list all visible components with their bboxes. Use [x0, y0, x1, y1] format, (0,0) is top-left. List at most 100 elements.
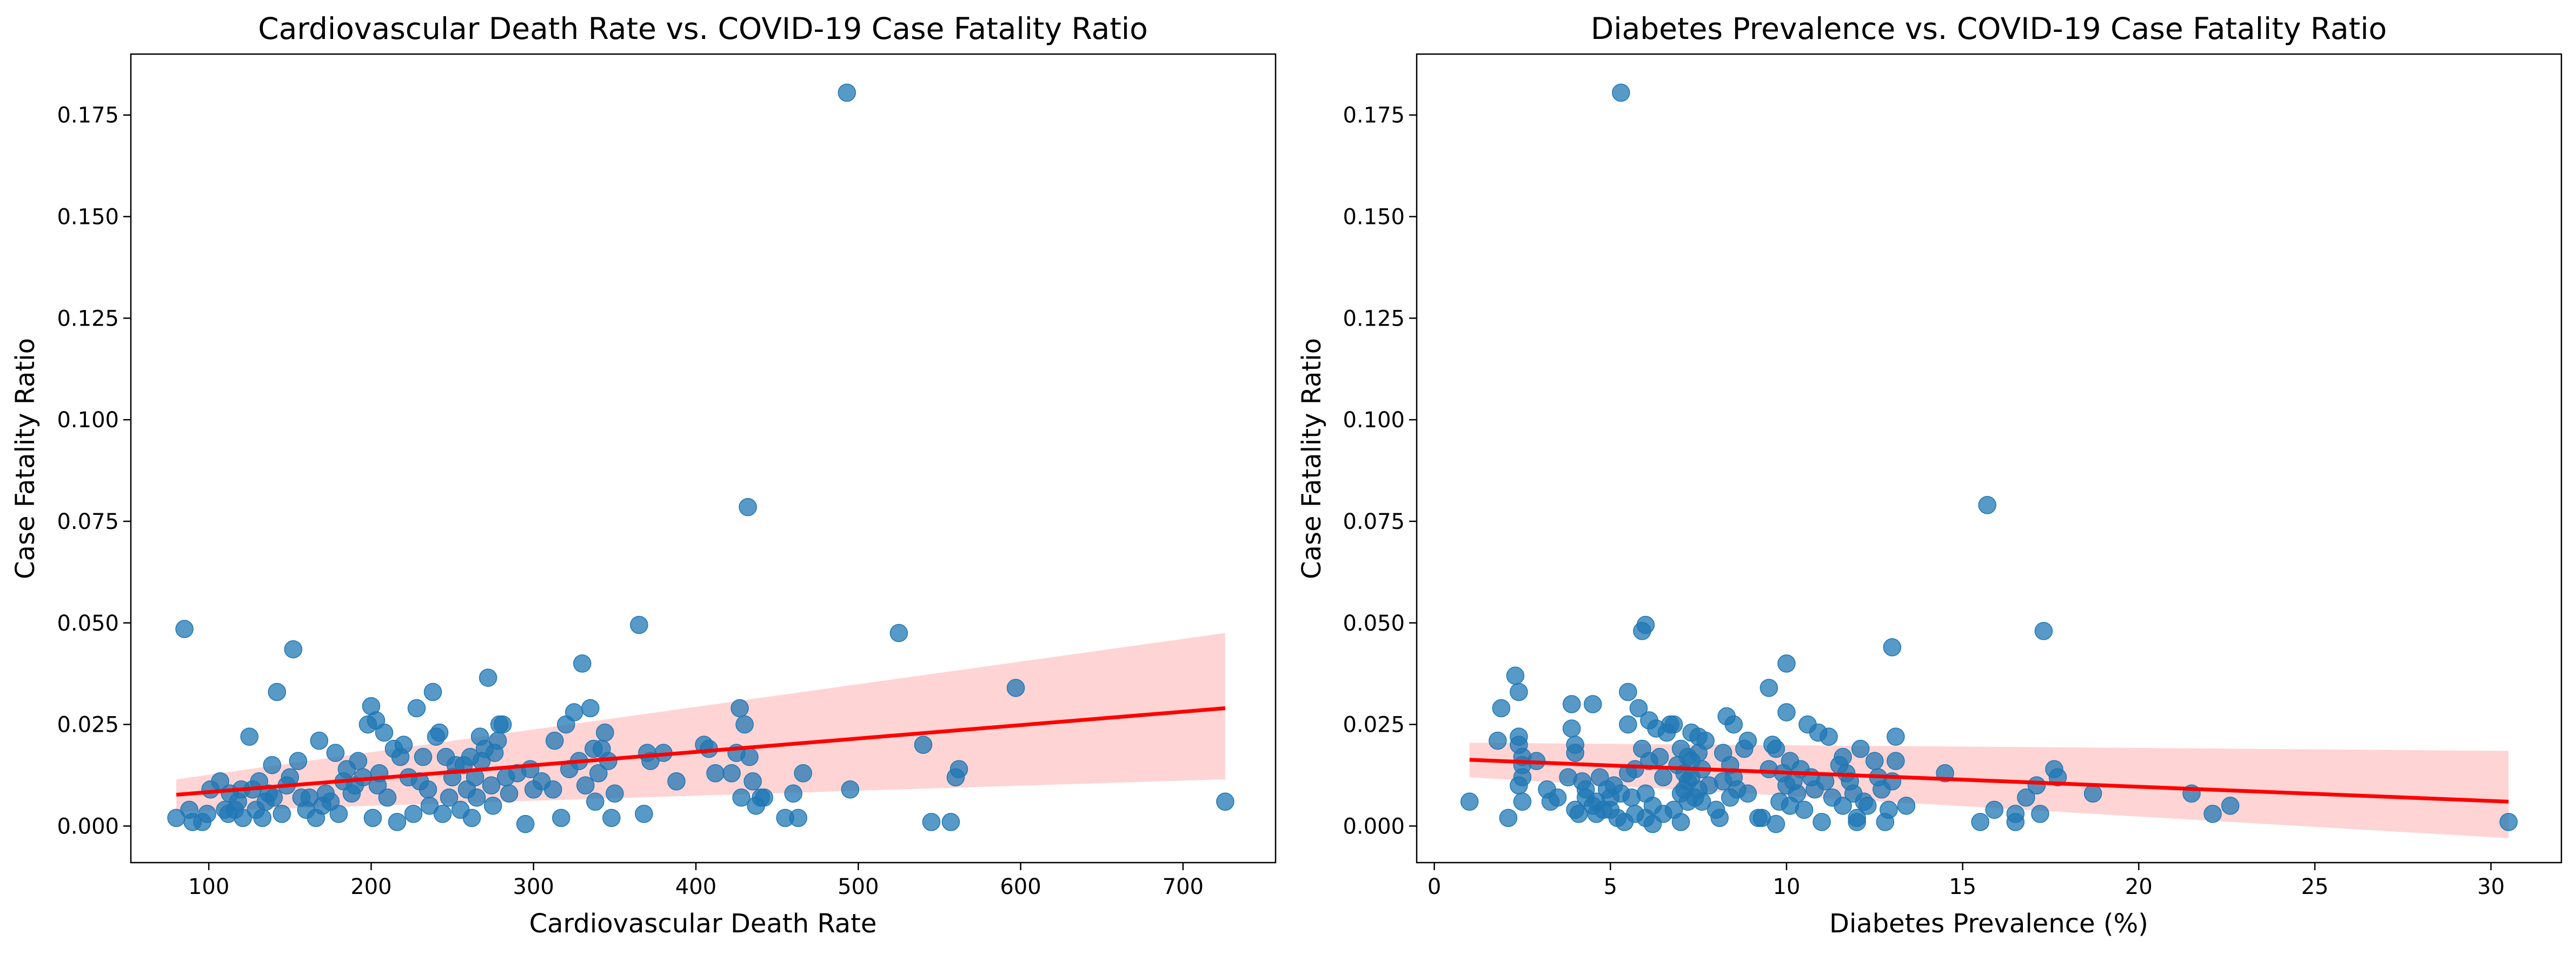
regression-line — [176, 706, 1226, 797]
data-point — [433, 805, 452, 823]
data-point — [606, 784, 624, 803]
data-point — [596, 723, 614, 742]
x-tick-label: 500 — [838, 875, 879, 899]
data-point — [1834, 797, 1852, 815]
data-point — [1548, 789, 1567, 807]
x-tick-label: 30 — [2477, 875, 2505, 899]
data-point — [394, 736, 413, 754]
data-point — [1506, 666, 1525, 685]
data-point — [1692, 792, 1711, 811]
data-point — [1777, 654, 1796, 673]
x-tick-label: 100 — [188, 875, 229, 899]
y-tick-label: 0.100 — [57, 408, 119, 433]
data-point — [1499, 809, 1518, 827]
x-tick-label: 400 — [675, 875, 716, 899]
data-point — [414, 747, 433, 766]
data-point — [581, 699, 600, 718]
data-point — [1971, 813, 1989, 831]
plot-frame — [130, 53, 1277, 864]
data-point — [1216, 792, 1234, 811]
data-point — [268, 683, 287, 701]
data-point — [430, 723, 449, 742]
data-point — [1848, 813, 1866, 831]
data-point — [889, 624, 908, 642]
x-tick-label: 20 — [2125, 875, 2153, 899]
y-axis-label: Case Fatality Ratio — [10, 338, 41, 579]
data-point — [407, 699, 426, 718]
data-point — [543, 780, 562, 799]
data-point — [667, 772, 686, 791]
data-point — [1492, 699, 1511, 718]
data-point — [2499, 813, 2518, 831]
data-point — [1619, 715, 1637, 734]
data-point — [841, 780, 860, 799]
data-point — [1510, 776, 1528, 795]
data-point — [735, 715, 754, 734]
data-point — [1738, 731, 1757, 750]
data-point — [2203, 805, 2222, 823]
data-point — [1820, 727, 1838, 746]
plot-area — [1460, 83, 2518, 838]
data-point — [1883, 638, 1902, 657]
plot-frame — [1416, 53, 2562, 864]
data-point — [1566, 744, 1584, 762]
data-point — [264, 789, 283, 807]
data-point — [1795, 800, 1814, 819]
data-point — [1710, 809, 1729, 827]
chart-diabetes: 0 5 10 15 20 25 30 0.000 0.025 0.050 0.075 0.100 0.1… — [1297, 11, 2562, 939]
data-point — [732, 789, 751, 807]
data-point — [838, 83, 857, 102]
data-point — [950, 760, 968, 778]
data-point — [1654, 768, 1672, 786]
data-point — [914, 736, 933, 754]
data-point — [462, 809, 481, 827]
data-point — [500, 784, 519, 803]
data-point — [635, 805, 653, 823]
data-point — [1629, 699, 1648, 718]
data-point — [1006, 679, 1025, 697]
data-point — [420, 797, 439, 815]
data-point — [349, 752, 368, 770]
data-point — [234, 809, 252, 827]
data-point — [573, 654, 592, 673]
data-point — [2034, 622, 2053, 640]
data-point — [1738, 784, 1757, 803]
data-point — [1887, 752, 1905, 770]
data-point — [552, 809, 570, 827]
x-axis-label: Diabetes Prevalence (%) — [1829, 909, 2148, 939]
data-point — [545, 731, 564, 750]
data-point — [1851, 739, 1870, 758]
x-tick-label: 5 — [1604, 875, 1617, 899]
data-point — [419, 780, 437, 799]
data-point — [404, 805, 423, 823]
x-tick-label: 600 — [1000, 875, 1041, 899]
data-point — [1834, 747, 1852, 766]
data-point — [1767, 814, 1785, 833]
y-tick-label: 0.050 — [1343, 611, 1405, 636]
data-point — [516, 814, 535, 833]
x-tick-label: 300 — [513, 875, 554, 899]
data-point — [1513, 792, 1532, 811]
chart-title: Cardiovascular Death Rate vs. COVID-19 C… — [258, 11, 1148, 46]
data-point — [1510, 683, 1528, 701]
y-tick-label: 0.125 — [1343, 306, 1405, 331]
data-point — [1813, 813, 1831, 831]
y-tick-label: 0.175 — [1343, 103, 1405, 128]
y-tick-label: 0.150 — [57, 205, 119, 230]
data-point — [1583, 695, 1602, 713]
y-tick-label: 0.025 — [1343, 713, 1405, 738]
data-point — [479, 668, 497, 687]
data-point — [602, 809, 621, 827]
x-tick-label: 200 — [350, 875, 391, 899]
data-point — [1858, 797, 1877, 815]
data-point — [630, 615, 648, 634]
y-tick-label: 0.050 — [57, 611, 119, 636]
chart-cardiovascular: 100 200 300 400 500 600 700 0.000 0.025 0.050 0.07… — [10, 11, 1277, 939]
y-tick-label: 0.075 — [57, 509, 119, 534]
data-point — [740, 747, 759, 766]
x-tick-label: 700 — [1163, 875, 1204, 899]
x-tick-label: 10 — [1773, 875, 1801, 899]
data-point — [1562, 719, 1581, 738]
data-point — [1760, 679, 1778, 697]
data-point — [789, 809, 807, 827]
